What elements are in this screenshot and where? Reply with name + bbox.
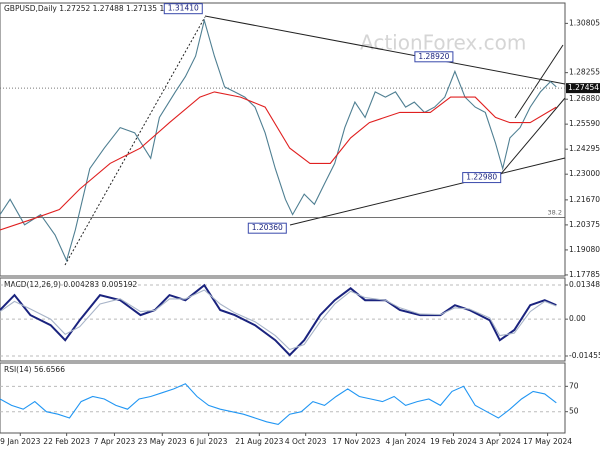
y-tick-label: 1.25590 <box>569 119 600 128</box>
series-line <box>0 283 557 357</box>
x-tick-label: 19 Feb 2024 <box>430 437 477 446</box>
macd-title: MACD(12,26,9) 0.004283 0.005192 <box>4 280 138 289</box>
channel-line <box>514 44 564 119</box>
annotation-box <box>414 51 454 63</box>
x-tick-label: 21 Aug 2023 <box>235 437 283 446</box>
x-tick-label: 4 Jan 2024 <box>386 437 426 446</box>
annotation-label: 1.22980 <box>466 173 497 182</box>
y-tick-label: 1.20375 <box>569 220 600 229</box>
y-tick-label: 1.28255 <box>569 68 600 77</box>
y-tick-label: 1.19080 <box>569 245 600 254</box>
y-tick-label: 70 <box>569 381 579 390</box>
y-tick-label: 50 <box>569 407 579 416</box>
annotation-label: 1.20360 <box>252 223 283 232</box>
y-tick-label: 1.24295 <box>569 144 600 153</box>
series-line <box>0 289 557 351</box>
x-tick-label: 6 Jul 2023 <box>190 437 228 446</box>
annotation-label: 1.31410 <box>168 4 199 13</box>
x-tick-label: 17 May 2024 <box>523 437 572 446</box>
annotation-box <box>247 222 287 234</box>
x-tick-label: 17 Nov 2023 <box>332 437 380 446</box>
y-tick-label: 1.30805 <box>569 18 600 27</box>
level-label: 38.2 <box>548 209 562 217</box>
y-tick-label: 0.00 <box>569 314 586 323</box>
x-tick-label: 3 Apr 2024 <box>479 437 521 446</box>
y-tick-label: 1.17785 <box>569 270 600 279</box>
x-tick-label: 23 May 2023 <box>138 437 187 446</box>
rsi-frame <box>0 362 566 434</box>
y-tick-label: -0.014554 <box>569 351 600 360</box>
x-tick-label: 4 Oct 2023 <box>285 437 327 446</box>
chart-title: GBPUSD,Daily 1.27252 1.27488 1.27135 1.2… <box>4 4 191 13</box>
x-tick-label: 9 Jan 2023 <box>0 437 40 446</box>
main-frame <box>0 2 566 277</box>
rsi-title: RSI(14) 56.6566 <box>4 365 65 374</box>
current-price-label: 1.27454 <box>568 83 599 92</box>
trend-line <box>64 16 206 266</box>
series-line <box>0 383 557 425</box>
series-line <box>0 91 557 231</box>
y-tick-label: 1.26880 <box>569 94 600 103</box>
annotation-label: 1.28920 <box>418 52 449 61</box>
current-price-box <box>566 83 600 94</box>
trend-line <box>289 157 566 226</box>
trend-line <box>204 15 566 85</box>
annotation-box <box>163 3 203 15</box>
y-tick-label: 0.013489 <box>569 280 600 289</box>
channel-line <box>499 97 566 176</box>
y-tick-label: 1.21670 <box>569 195 600 204</box>
x-tick-label: 22 Feb 2023 <box>43 437 90 446</box>
series-line <box>0 18 557 263</box>
annotation-box <box>462 172 502 184</box>
x-tick-label: 7 Apr 2023 <box>94 437 136 446</box>
y-tick-label: 1.23000 <box>569 169 600 178</box>
